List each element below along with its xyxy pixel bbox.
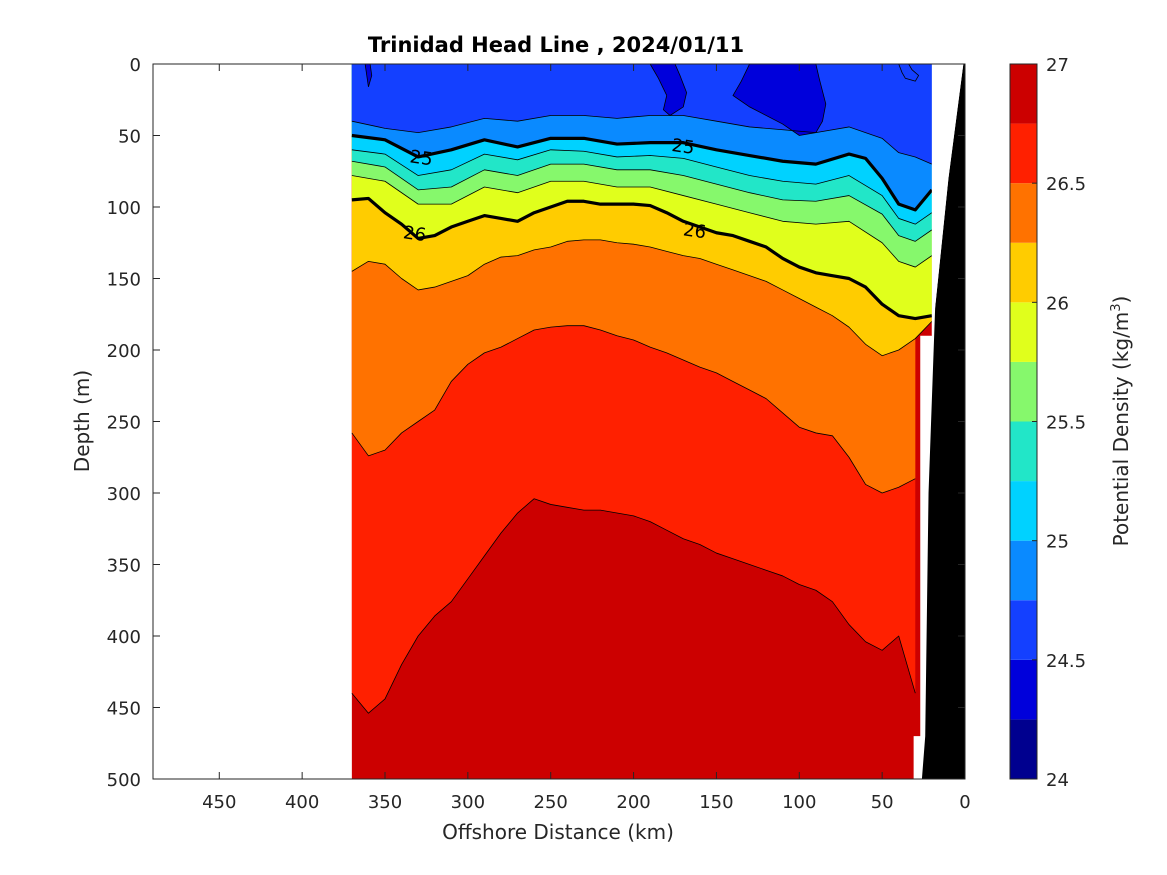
y-tick-label-0: 0 [130, 55, 141, 76]
colorbar-tick-label-24: 24 [1046, 770, 1069, 791]
colorbar-swatch-25.75 [1010, 302, 1037, 362]
colorbar-label-suffix: ) [1109, 296, 1133, 304]
isopycnal-26.5 [351, 325, 916, 494]
isopycnal-25.25 [351, 149, 933, 225]
isopycnal-25.75 [351, 175, 933, 268]
x-tick-label-250: 250 [534, 792, 568, 813]
contour-label-1: 25 [670, 135, 696, 159]
y-tick-label-400: 400 [107, 627, 141, 648]
y-tick-label-300: 300 [107, 484, 141, 505]
contour-blob-2 [364, 64, 373, 87]
y-tick-label-500: 500 [107, 770, 141, 791]
contour-label-0: 25 [408, 146, 434, 170]
colorbar-swatch-25.25 [1010, 421, 1037, 482]
colorbar-label: Potential Density (kg/m3) [1109, 296, 1133, 547]
colorbar-tick-label-27: 27 [1046, 55, 1069, 76]
y-tick-label-250: 250 [107, 413, 141, 434]
x-tick-label-400: 400 [285, 792, 319, 813]
colorbar-tick-label-26.5: 26.5 [1046, 174, 1086, 195]
colorbar-swatch-25 [1010, 481, 1037, 541]
x-tick-labels: 450 400 350 300 250 200 150 100 50 0 [202, 64, 971, 813]
isopycnal-26.25 [351, 239, 933, 357]
y-tick-labels: 0 50 100 150 200 250 300 350 400 450 500 [107, 55, 965, 791]
contour-label-2: 26 [402, 222, 428, 246]
x-tick-label-350: 350 [368, 792, 402, 813]
colorbar-tick-label-25.5: 25.5 [1046, 413, 1086, 434]
x-tick-label-300: 300 [451, 792, 485, 813]
colorbar-label-main: Potential Density (kg/m [1109, 312, 1133, 547]
colorbar-swatch-24 [1010, 719, 1037, 779]
colorbar-tick-label-26: 26 [1046, 293, 1069, 314]
x-tick-label-450: 450 [202, 792, 236, 813]
colorbar-swatch-26.25 [1010, 183, 1037, 243]
x-axis-label: Offshore Distance (km) [442, 820, 674, 844]
colorbar-label-superscript: 3 [1109, 303, 1124, 311]
colorbar-swatch-24.5 [1010, 600, 1037, 660]
contour-blob-3 [898, 64, 920, 82]
contour-lines [351, 64, 965, 779]
colorbar-tick-label-25: 25 [1046, 532, 1069, 553]
contour-label-3: 26 [682, 219, 708, 243]
bathymetry-shelf [921, 64, 965, 779]
x-tick-label-200: 200 [616, 792, 650, 813]
isopycnal-26.75 [351, 498, 916, 714]
contour-labels: 25 25 26 26 [402, 135, 708, 246]
y-tick-label-200: 200 [107, 341, 141, 362]
y-tick-label-50: 50 [118, 127, 141, 148]
isopycnal-24.75 [351, 115, 933, 165]
contour-fills [351, 64, 932, 779]
contour-blob-0 [649, 64, 688, 116]
y-tick-label-100: 100 [107, 198, 141, 219]
colorbar-swatch-26.75 [1010, 64, 1037, 124]
y-tick-label-450: 450 [107, 699, 141, 720]
x-tick-label-100: 100 [782, 792, 816, 813]
colorbar-swatch-25.5 [1010, 361, 1037, 422]
chart-title: Trinidad Head Line , 2024/01/11 [368, 33, 744, 57]
colorbar-swatch-24.25 [1010, 659, 1037, 720]
colorbar-swatch-26.5 [1010, 123, 1037, 184]
x-tick-label-150: 150 [699, 792, 733, 813]
nearshore-blank [931, 64, 965, 336]
x-tick-label-50: 50 [871, 792, 894, 813]
isopycnal-25.5 [351, 160, 933, 242]
colorbar-tick-label-24.5: 24.5 [1046, 651, 1086, 672]
isopycnal-25 [351, 133, 934, 212]
colorbar-swatch-24.75 [1010, 540, 1037, 601]
contour-blob-1 [732, 64, 827, 136]
x-tick-label-0: 0 [959, 792, 970, 813]
y-tick-label-350: 350 [107, 556, 141, 577]
y-axis-label: Depth (m) [70, 370, 94, 472]
colorbar: 24 24.5 25 25.5 26 26.5 27 [1009, 55, 1086, 791]
colorbar-swatch-26 [1010, 242, 1037, 303]
isopycnal-26 [351, 196, 933, 321]
y-tick-label-150: 150 [107, 270, 141, 291]
